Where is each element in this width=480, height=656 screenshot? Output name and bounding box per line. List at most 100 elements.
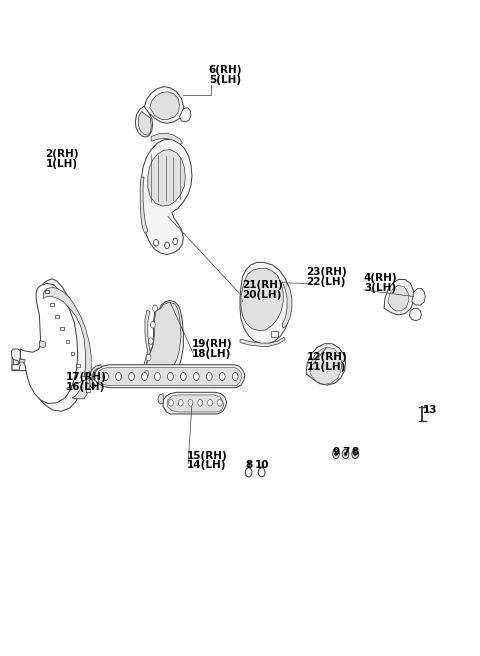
Polygon shape xyxy=(241,268,283,331)
Text: 8: 8 xyxy=(351,447,359,457)
Polygon shape xyxy=(12,279,86,411)
Polygon shape xyxy=(12,349,20,370)
Circle shape xyxy=(173,238,178,245)
Polygon shape xyxy=(147,302,181,379)
Circle shape xyxy=(180,373,186,380)
Polygon shape xyxy=(240,262,291,344)
Polygon shape xyxy=(144,87,183,123)
Polygon shape xyxy=(81,377,84,380)
Circle shape xyxy=(146,354,151,361)
Polygon shape xyxy=(180,108,191,122)
Circle shape xyxy=(153,305,157,312)
Circle shape xyxy=(333,449,339,459)
Polygon shape xyxy=(145,300,183,387)
Circle shape xyxy=(168,373,173,380)
Polygon shape xyxy=(20,283,78,403)
Circle shape xyxy=(198,400,203,406)
Polygon shape xyxy=(271,282,284,296)
Text: 18(LH): 18(LH) xyxy=(192,349,231,359)
Polygon shape xyxy=(45,291,49,293)
Text: 11(LH): 11(LH) xyxy=(307,362,347,372)
Circle shape xyxy=(206,373,212,380)
Circle shape xyxy=(142,373,147,380)
Circle shape xyxy=(148,338,153,344)
Text: 9: 9 xyxy=(333,447,339,457)
Circle shape xyxy=(188,400,193,406)
Text: 12(RH): 12(RH) xyxy=(307,352,348,362)
Text: 4(RH): 4(RH) xyxy=(364,274,397,283)
Polygon shape xyxy=(138,112,151,135)
Polygon shape xyxy=(86,389,90,392)
Circle shape xyxy=(354,452,357,456)
Circle shape xyxy=(151,321,156,328)
Circle shape xyxy=(217,400,222,406)
Circle shape xyxy=(232,373,238,380)
Polygon shape xyxy=(39,341,46,348)
Polygon shape xyxy=(271,331,278,337)
Text: 22(LH): 22(LH) xyxy=(306,277,346,287)
Circle shape xyxy=(116,373,121,380)
Circle shape xyxy=(154,239,158,246)
Polygon shape xyxy=(151,133,182,144)
Polygon shape xyxy=(65,340,69,342)
Polygon shape xyxy=(163,392,227,414)
Circle shape xyxy=(352,449,359,459)
Text: 1(LH): 1(LH) xyxy=(46,159,78,169)
Polygon shape xyxy=(412,289,425,305)
Polygon shape xyxy=(89,365,102,388)
Text: 17(RH): 17(RH) xyxy=(66,372,107,382)
Polygon shape xyxy=(148,150,185,206)
Polygon shape xyxy=(60,327,64,331)
Text: 15(RH): 15(RH) xyxy=(187,451,228,461)
Circle shape xyxy=(129,373,134,380)
Polygon shape xyxy=(97,367,242,386)
Circle shape xyxy=(193,373,199,380)
Polygon shape xyxy=(240,337,285,346)
Polygon shape xyxy=(94,365,245,388)
Polygon shape xyxy=(388,285,409,311)
Circle shape xyxy=(342,449,349,459)
Polygon shape xyxy=(282,282,292,328)
Polygon shape xyxy=(55,315,59,318)
Polygon shape xyxy=(50,302,54,306)
Polygon shape xyxy=(144,310,150,373)
Polygon shape xyxy=(140,177,148,234)
Text: 7: 7 xyxy=(342,447,349,457)
Text: 13: 13 xyxy=(422,405,437,415)
Text: 8: 8 xyxy=(245,461,252,470)
Polygon shape xyxy=(158,394,163,404)
Text: 2(RH): 2(RH) xyxy=(46,149,79,159)
Text: 6(RH): 6(RH) xyxy=(209,66,242,75)
Circle shape xyxy=(258,468,265,477)
Text: 19(RH): 19(RH) xyxy=(192,339,233,349)
Polygon shape xyxy=(135,106,153,137)
Polygon shape xyxy=(13,358,25,367)
Text: 10: 10 xyxy=(254,461,269,470)
Circle shape xyxy=(335,452,337,456)
Circle shape xyxy=(155,373,160,380)
Text: 23(RH): 23(RH) xyxy=(306,267,347,277)
Polygon shape xyxy=(76,364,80,367)
Text: 3(LH): 3(LH) xyxy=(364,283,396,293)
Circle shape xyxy=(178,400,183,406)
Polygon shape xyxy=(150,92,180,119)
Polygon shape xyxy=(306,344,346,385)
Circle shape xyxy=(208,400,213,406)
Circle shape xyxy=(103,373,108,380)
Polygon shape xyxy=(409,308,421,321)
Polygon shape xyxy=(269,281,286,298)
Circle shape xyxy=(344,452,347,456)
Circle shape xyxy=(144,371,149,377)
Polygon shape xyxy=(310,347,342,384)
Text: 21(RH): 21(RH) xyxy=(242,280,283,290)
Text: 14(LH): 14(LH) xyxy=(187,461,227,470)
Polygon shape xyxy=(43,287,91,399)
Polygon shape xyxy=(167,395,224,412)
Polygon shape xyxy=(384,279,414,315)
Text: 16(LH): 16(LH) xyxy=(66,382,106,392)
Text: 5(LH): 5(LH) xyxy=(209,75,241,85)
Polygon shape xyxy=(71,352,74,355)
Circle shape xyxy=(245,468,252,477)
Polygon shape xyxy=(141,139,192,255)
Circle shape xyxy=(219,373,225,380)
